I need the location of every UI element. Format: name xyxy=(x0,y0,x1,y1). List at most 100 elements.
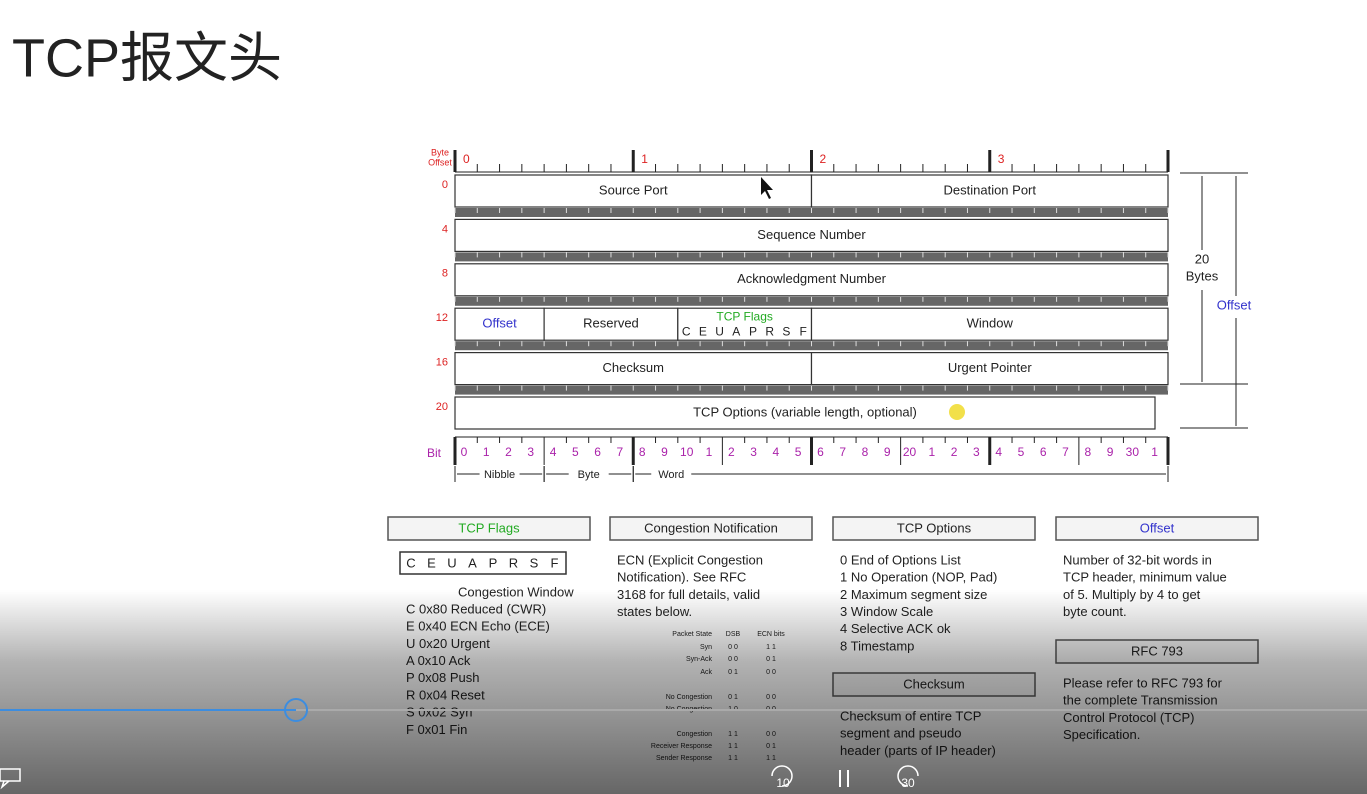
byte-offset-label: Byte xyxy=(431,147,449,157)
field-box xyxy=(454,263,1169,297)
bit-number: 6 xyxy=(1040,445,1047,459)
field-label: TCP Flags xyxy=(716,309,772,323)
row-offset: 0 xyxy=(442,179,448,191)
bit-number: 8 xyxy=(639,445,646,459)
bit-number: 6 xyxy=(594,445,601,459)
field-box xyxy=(454,396,1156,430)
pause-bar xyxy=(847,770,849,787)
flag-letter: A xyxy=(468,555,477,570)
field-label: Offset xyxy=(482,316,517,331)
bit-number: 9 xyxy=(884,445,891,459)
bit-number: 7 xyxy=(839,445,846,459)
bit-number: 4 xyxy=(550,445,557,459)
bit-number: 5 xyxy=(795,445,802,459)
bit-number: 4 xyxy=(773,445,780,459)
field-label: Checksum xyxy=(603,360,664,375)
bit-number: 1 xyxy=(706,445,713,459)
panel-title: TCP Flags xyxy=(458,520,520,535)
flag-letter: P xyxy=(749,324,757,338)
field-box xyxy=(454,218,1169,252)
flag-letter: F xyxy=(551,555,559,570)
rewind-button[interactable]: 10 xyxy=(771,765,793,790)
size-label: 20 xyxy=(1195,251,1209,266)
offset-side-label: Offset xyxy=(1217,297,1252,312)
panel-line: 1 No Operation (NOP, Pad) xyxy=(840,570,997,585)
forward-label: 30 xyxy=(901,776,915,790)
bit-number: 1 xyxy=(928,445,935,459)
size-label: Bytes xyxy=(1186,268,1219,283)
bit-number: 3 xyxy=(750,445,757,459)
panel-title: TCP Options xyxy=(897,520,972,535)
byte-number: 1 xyxy=(641,152,648,166)
unit-label: Byte xyxy=(578,469,600,481)
field-label: Sequence Number xyxy=(757,227,866,242)
flag-letter: R xyxy=(509,555,518,570)
field-box xyxy=(454,174,813,208)
bit-number: 2 xyxy=(728,445,735,459)
bit-number: 6 xyxy=(817,445,824,459)
bit-number: 5 xyxy=(572,445,579,459)
flag-letter: E xyxy=(427,555,436,570)
bit-number: 7 xyxy=(1062,445,1069,459)
pause-button[interactable] xyxy=(839,770,849,787)
flag-letter: F xyxy=(799,324,806,338)
field-box xyxy=(454,352,813,386)
rewind-label: 10 xyxy=(776,776,790,790)
unit-label-bg xyxy=(479,467,520,481)
bit-number: 8 xyxy=(1084,445,1091,459)
field-label: Urgent Pointer xyxy=(948,360,1032,375)
panel-line: 0 End of Options List xyxy=(840,552,961,567)
bit-number: 30 xyxy=(1126,445,1140,459)
flag-letter: S xyxy=(530,555,539,570)
bit-number: 2 xyxy=(951,445,958,459)
byte-offset-label: Offset xyxy=(428,157,452,167)
flag-letter: A xyxy=(732,324,740,338)
unit-label: Nibble xyxy=(484,469,515,481)
panel-line: TCP header, minimum value xyxy=(1063,570,1227,585)
bit-number: 2 xyxy=(505,445,512,459)
panel-line: Number of 32-bit words in xyxy=(1063,552,1212,567)
field-label: Destination Port xyxy=(944,182,1037,197)
field-label: Source Port xyxy=(599,182,668,197)
bit-label: Bit xyxy=(427,446,442,460)
captions-icon xyxy=(0,768,21,782)
panel-title: Offset xyxy=(1140,520,1175,535)
field-label: Window xyxy=(967,316,1014,331)
flag-letter: U xyxy=(447,555,456,570)
field-box xyxy=(543,307,679,341)
bit-number: 8 xyxy=(862,445,869,459)
bit-number: 10 xyxy=(680,445,694,459)
slide-title: TCP报文头 xyxy=(12,28,282,88)
flag-letter: C xyxy=(406,555,415,570)
unit-label-bg xyxy=(568,467,609,481)
flag-letter: S xyxy=(782,324,790,338)
forward-icon xyxy=(897,765,919,787)
bit-number: 1 xyxy=(483,445,490,459)
bit-number: 5 xyxy=(1018,445,1025,459)
field-box xyxy=(810,174,1169,208)
panel-header xyxy=(832,516,1036,541)
captions-button[interactable] xyxy=(0,768,21,790)
bit-number: 9 xyxy=(1107,445,1114,459)
panel-line: Notification). See RFC xyxy=(617,570,746,585)
bit-number: 3 xyxy=(527,445,534,459)
bit-number: 20 xyxy=(903,445,917,459)
flag-letter: P xyxy=(489,555,498,570)
progress-thumb[interactable] xyxy=(284,698,308,722)
row-offset: 20 xyxy=(436,401,448,413)
bit-number: 3 xyxy=(973,445,980,459)
mouse-cursor xyxy=(761,177,773,199)
player-overlay xyxy=(0,590,1367,794)
field-box xyxy=(810,352,1169,386)
field-label: Reserved xyxy=(583,316,639,331)
captions-tail xyxy=(0,780,10,790)
panel-title: Congestion Notification xyxy=(644,520,778,535)
row-offset: 12 xyxy=(436,312,448,324)
bit-number: 1 xyxy=(1151,445,1158,459)
byte-number: 3 xyxy=(998,152,1005,166)
row-offset: 16 xyxy=(436,357,448,369)
panel-header xyxy=(387,516,591,541)
forward-button[interactable]: 30 xyxy=(897,765,919,790)
field-box xyxy=(454,307,545,341)
